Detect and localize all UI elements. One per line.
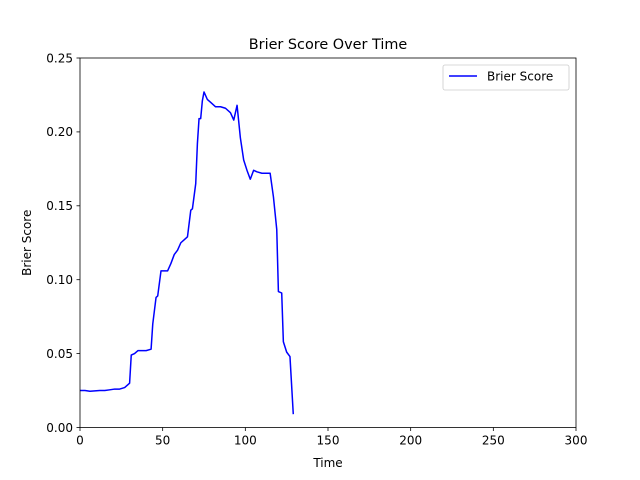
x-tick-label: 0 bbox=[76, 434, 84, 448]
legend: Brier Score bbox=[442, 64, 570, 91]
y-tick-label: 0.05 bbox=[46, 347, 73, 361]
y-tick-label: 0.20 bbox=[46, 125, 73, 139]
x-axis-label: Time bbox=[312, 456, 342, 470]
chart-title: Brier Score Over Time bbox=[249, 37, 408, 53]
x-axis-ticks: 0 50 100 150 200 250 300 bbox=[76, 427, 588, 448]
y-tick-label: 0.15 bbox=[46, 199, 73, 213]
x-tick-label: 50 bbox=[155, 434, 170, 448]
series-line-brier-score bbox=[80, 91, 295, 415]
legend-label-brier-score: Brier Score bbox=[487, 70, 553, 84]
y-axis-ticks: 0.00 0.05 0.10 0.15 0.20 0.25 bbox=[46, 51, 80, 435]
series-layer bbox=[80, 91, 295, 415]
y-tick-label: 0.10 bbox=[46, 273, 73, 287]
x-tick-label: 250 bbox=[482, 434, 505, 448]
x-tick-label: 150 bbox=[317, 434, 340, 448]
y-axis-label: Brier Score bbox=[20, 210, 34, 276]
y-tick-label: 0.25 bbox=[46, 51, 73, 65]
legend-box bbox=[442, 64, 570, 91]
plot-area-frame bbox=[79, 57, 577, 428]
y-tick-label: 0.00 bbox=[46, 421, 73, 435]
x-tick-label: 200 bbox=[399, 434, 422, 448]
x-tick-label: 100 bbox=[234, 434, 257, 448]
x-tick-label: 300 bbox=[565, 434, 588, 448]
